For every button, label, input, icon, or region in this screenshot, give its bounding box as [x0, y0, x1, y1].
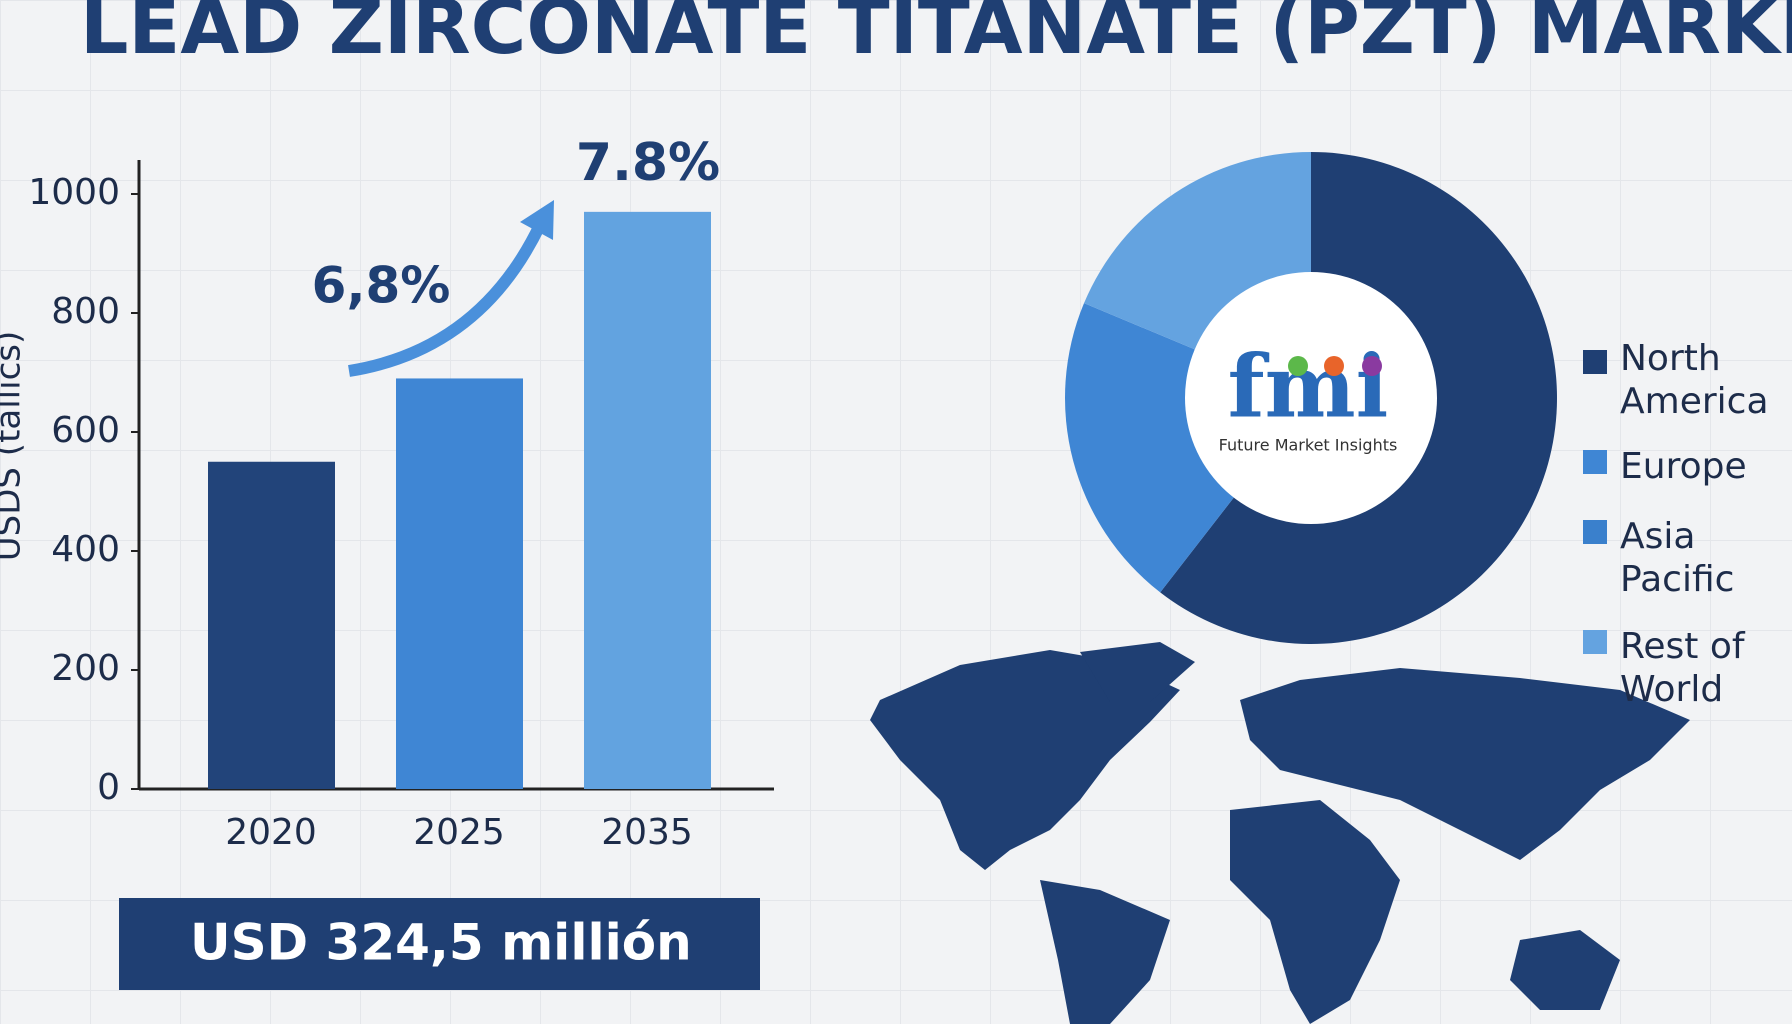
x-tick-label: 2035 — [601, 812, 693, 853]
logo-text: Future Market Insights — [1219, 436, 1398, 455]
page-title: LEAD ZIRCONATE TITANATE (PZT) MARKET — [80, 0, 1792, 71]
logo-dot — [1288, 356, 1308, 376]
legend-label: Asia Pacific — [1620, 516, 1735, 600]
annotation: 7.8% — [576, 133, 720, 193]
legend-swatch — [1583, 520, 1607, 544]
y-axis-label: USDS (tallics) — [0, 331, 29, 561]
legend-label: Rest of World — [1620, 626, 1745, 710]
banner — [119, 898, 760, 990]
x-tick-label: 2025 — [413, 812, 505, 853]
banner-text: USD 324,5 millión — [190, 914, 692, 972]
world-map — [870, 642, 1690, 1024]
y-tick-label: 600 — [51, 410, 120, 451]
legend-swatch — [1583, 350, 1607, 374]
logo-dot — [1324, 356, 1344, 376]
growth-arrow — [348, 222, 546, 377]
y-tick-label: 1000 — [28, 172, 120, 213]
bar — [208, 461, 335, 789]
annotation: 6,8% — [312, 257, 451, 315]
legend-label: North America — [1620, 338, 1769, 422]
y-tick-label: 200 — [51, 648, 120, 689]
y-tick-label: 400 — [51, 529, 120, 570]
bar — [396, 378, 523, 789]
logo-dot — [1362, 356, 1382, 376]
legend-label: Europe — [1620, 446, 1747, 487]
arrow-head — [520, 200, 554, 240]
legend-swatch — [1583, 630, 1607, 654]
donut-hole — [1185, 272, 1437, 524]
y-tick-label: 800 — [51, 291, 120, 332]
x-tick-label: 2020 — [225, 812, 317, 853]
legend-swatch — [1583, 450, 1607, 474]
y-tick-label: 0 — [97, 767, 120, 808]
logo-mark: fmi — [1228, 337, 1389, 438]
bar — [584, 211, 711, 790]
